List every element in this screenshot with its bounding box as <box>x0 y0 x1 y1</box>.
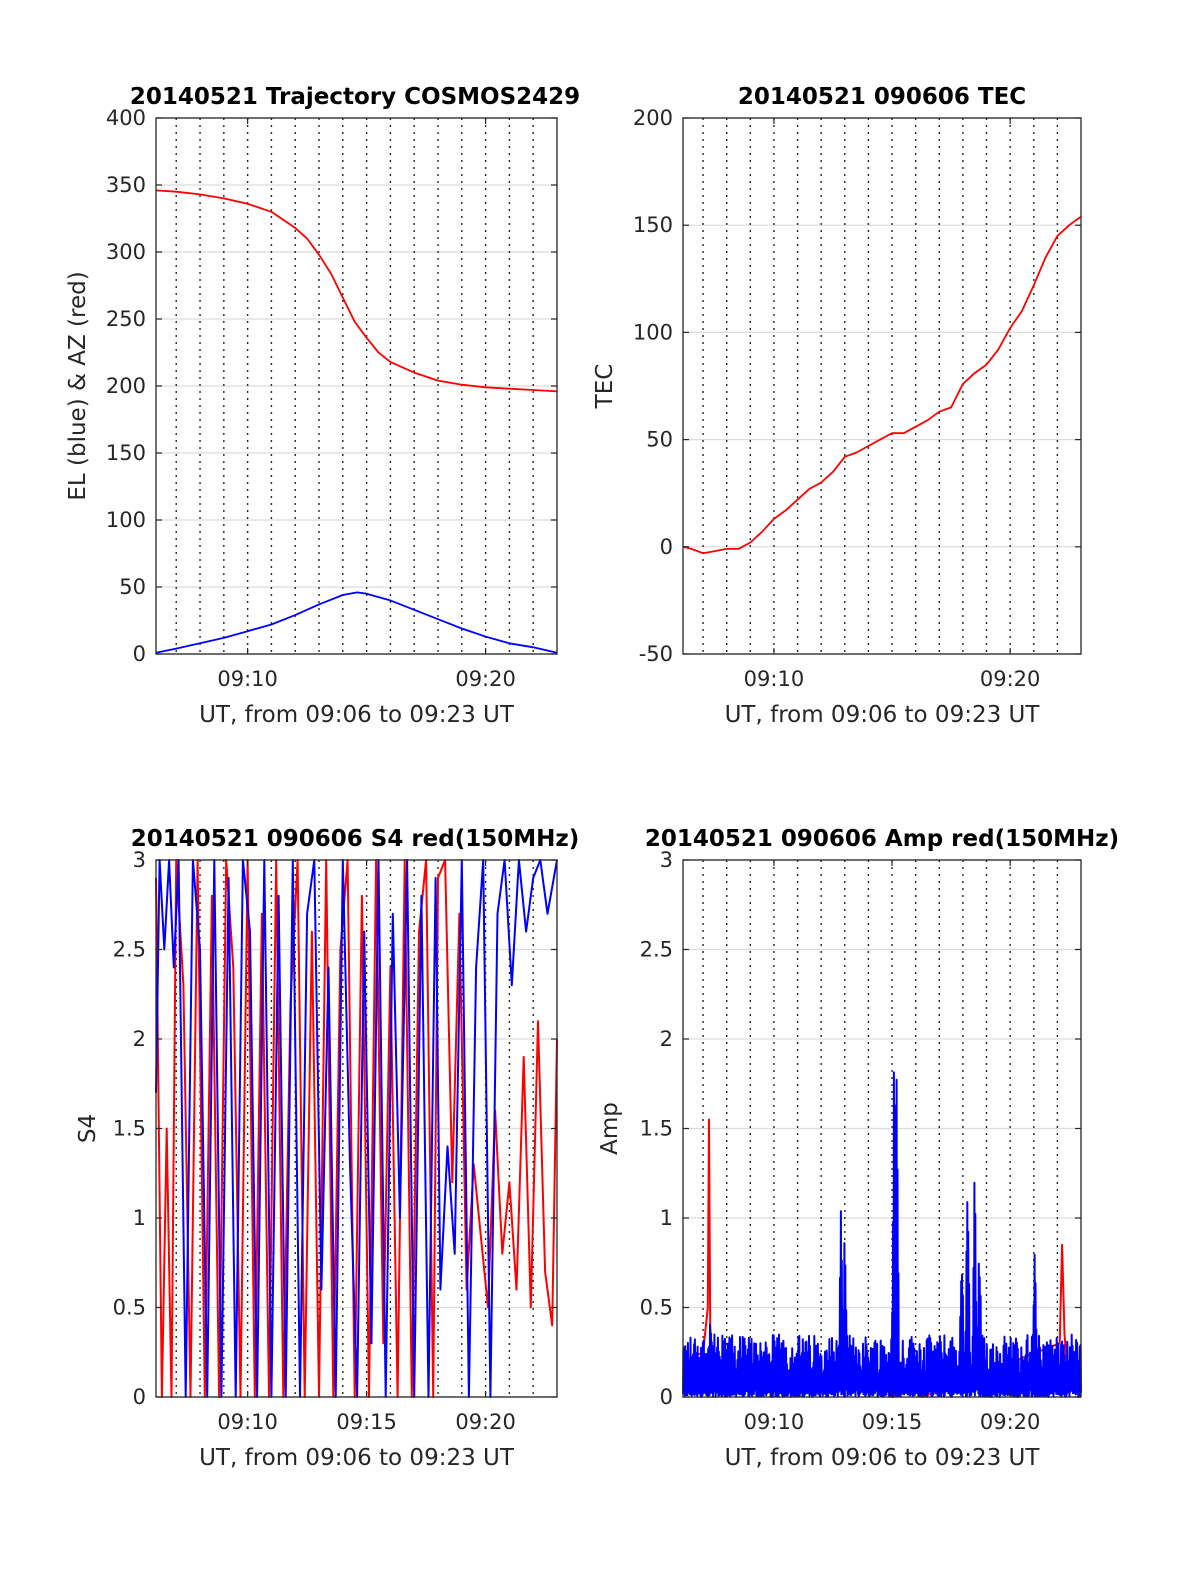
amp-ytick-label: 1.5 <box>640 1117 673 1141</box>
tec-chart-title: 20140521 090606 TEC <box>738 84 1026 110</box>
panel-s4: 0 0.5 1 1.5 2 2.5 3 09:10 09:15 09:20 20140521 090… <box>75 826 579 1471</box>
amp-ytick-label: 1 <box>660 1206 673 1230</box>
trajectory-ytick-label: 350 <box>106 173 146 197</box>
s4-x-axis-label: UT, from 09:06 to 09:23 UT <box>199 1445 515 1471</box>
trajectory-series-red-line <box>155 189 558 393</box>
amp-chart-title: 20140521 090606 Amp red(150MHz) <box>645 826 1119 852</box>
s4-ytick-label: 0.5 <box>113 1296 146 1320</box>
s4-ytick-label: 3 <box>133 848 146 872</box>
trajectory-chart-title: 20140521 Trajectory COSMOS2429 <box>130 84 580 110</box>
trajectory-xtick-label: 09:10 <box>217 667 278 691</box>
tec-ytick-label: 50 <box>646 428 673 452</box>
tec-ytick-label: 0 <box>660 535 673 559</box>
trajectory-y-axis-label: EL (blue) & AZ (red) <box>65 271 91 500</box>
amp-x-axis-label: UT, from 09:06 to 09:23 UT <box>725 1445 1041 1471</box>
panel-trajectory: 0 50 100 150 200 250 300 350 400 09:10 09:20 201405… <box>65 84 580 728</box>
tec-axes-frame <box>682 117 1082 655</box>
tec-series-red-line <box>682 215 1082 555</box>
s4-y-axis-label: S4 <box>75 1114 101 1143</box>
trajectory-ytick-label: 100 <box>106 508 146 532</box>
trajectory-ytick-label: 400 <box>106 106 146 130</box>
panel-amp: 0 0.5 1 1.5 2 2.5 3 09:10 09:15 09:20 20140521 090… <box>597 826 1119 1471</box>
s4-xtick-label: 09:15 <box>336 1410 397 1434</box>
trajectory-ytick-label: 50 <box>119 575 146 599</box>
trajectory-xtick-label: 09:20 <box>455 667 516 691</box>
amp-ytick-label: 3 <box>660 848 673 872</box>
amp-y-axis-label: Amp <box>597 1102 623 1155</box>
amp-ytick-label: 2 <box>660 1027 673 1051</box>
tec-xtick-label: 09:20 <box>980 667 1041 691</box>
tec-ytick-label: 100 <box>633 320 673 344</box>
s4-ytick-label: 2 <box>133 1027 146 1051</box>
tec-x-axis-label: UT, from 09:06 to 09:23 UT <box>725 702 1041 728</box>
trajectory-x-axis-label: UT, from 09:06 to 09:23 UT <box>199 702 515 728</box>
trajectory-ytick-label: 150 <box>106 441 146 465</box>
trajectory-series-blue-line <box>155 591 558 654</box>
amp-ytick-label: 2.5 <box>640 938 673 962</box>
s4-xtick-label: 09:20 <box>455 1410 516 1434</box>
s4-chart-title: 20140521 090606 S4 red(150MHz) <box>131 826 580 852</box>
tec-ytick-label: 150 <box>633 213 673 237</box>
s4-series-blue-line <box>155 859 558 1398</box>
trajectory-ytick-label: 200 <box>106 374 146 398</box>
tec-ytick-label: 200 <box>633 106 673 130</box>
amp-xtick-label: 09:15 <box>862 1410 923 1434</box>
amp-xtick-label: 09:10 <box>744 1410 805 1434</box>
s4-ytick-label: 2.5 <box>113 938 146 962</box>
tec-y-axis-label: TEC <box>592 364 618 410</box>
amp-ytick-label: 0 <box>660 1385 673 1409</box>
s4-xtick-label: 09:10 <box>217 1410 278 1434</box>
amp-ytick-label: 0.5 <box>640 1296 673 1320</box>
s4-ytick-label: 1 <box>133 1206 146 1230</box>
panel-tec: -50 0 50 100 150 200 09:10 09:20 20140521 090606… <box>592 84 1082 728</box>
s4-ytick-label: 1.5 <box>113 1117 146 1141</box>
tec-xtick-label: 09:10 <box>744 667 805 691</box>
tec-ytick-label: -50 <box>639 642 673 666</box>
trajectory-ytick-label: 300 <box>106 240 146 264</box>
trajectory-ytick-label: 250 <box>106 307 146 331</box>
s4-ytick-label: 0 <box>133 1385 146 1409</box>
trajectory-ytick-label: 0 <box>133 642 146 666</box>
amp-xtick-label: 09:20 <box>980 1410 1041 1434</box>
